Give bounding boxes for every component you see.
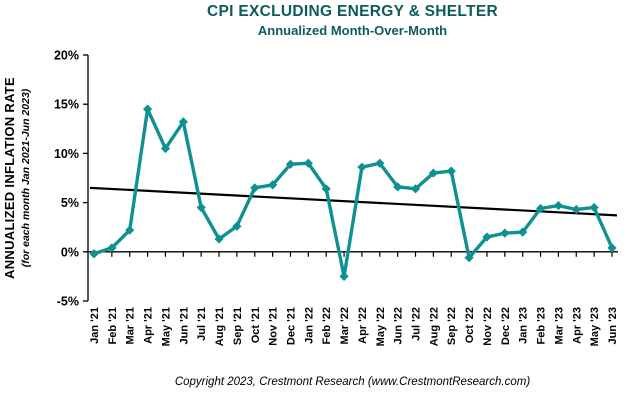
data-point — [89, 249, 99, 259]
data-point — [160, 143, 171, 154]
x-axis-label: Sep '22 — [446, 307, 458, 345]
x-axis-label: Feb '23 — [536, 307, 548, 344]
x-axis-label: Mar '23 — [553, 307, 565, 344]
data-point — [214, 234, 224, 244]
data-point — [589, 202, 599, 213]
x-axis-label: Apr '23 — [571, 307, 583, 344]
data-point — [303, 158, 313, 168]
x-axis-label: Feb '22 — [321, 307, 333, 344]
y-axis-tick-label: 0% — [61, 245, 79, 259]
data-point — [500, 228, 510, 238]
data-point — [571, 204, 581, 215]
data-point — [285, 159, 296, 169]
x-axis-label: May '23 — [589, 307, 601, 346]
x-axis-label: Jun '21 — [178, 307, 190, 344]
data-point — [375, 158, 385, 168]
data-point — [535, 203, 546, 214]
chart-header: CPI EXCLUDING ENERGY & SHELTER Annualize… — [75, 3, 630, 38]
x-axis-label: Oct '22 — [464, 307, 476, 343]
x-axis-label: Sep '21 — [232, 307, 244, 345]
data-point — [428, 168, 438, 178]
data-point — [410, 184, 421, 194]
line-series — [92, 107, 614, 279]
copyright-text: Copyright 2023, Crestmont Research (www.… — [174, 376, 531, 388]
y-axis-tick-label: 5% — [61, 196, 79, 210]
y-axis-title: ANNUALIZED INFLATION RATE — [2, 77, 17, 279]
data-point — [339, 271, 349, 281]
data-point — [268, 180, 278, 190]
x-axis-label: Nov '22 — [482, 307, 494, 346]
data-point — [107, 243, 117, 253]
data-point — [321, 184, 331, 194]
y-axis-tick-label: 15% — [54, 98, 79, 112]
data-point — [232, 221, 242, 231]
chart-svg: ANNUALIZED INFLATION RATE (for each mont… — [2, 49, 619, 347]
y-axis-tick-label: -5% — [57, 295, 79, 309]
x-axis-label: Dec '21 — [285, 307, 297, 345]
data-point — [446, 166, 456, 176]
x-axis-label: Jan '23 — [518, 307, 530, 344]
data-point — [178, 117, 188, 127]
data-point — [518, 227, 528, 237]
x-axis-label: Jun '22 — [393, 307, 405, 344]
x-axis-label: Nov '21 — [268, 307, 280, 346]
data-point — [357, 162, 367, 172]
data-point — [142, 104, 153, 114]
x-axis-label: Jan '21 — [89, 307, 101, 344]
x-axis-label: Aug '21 — [214, 307, 226, 346]
x-axis-label: May '21 — [160, 307, 172, 346]
x-axis-label: Apr '22 — [357, 307, 369, 344]
trend-line — [89, 186, 618, 217]
x-axis-label: Mar '22 — [339, 307, 351, 344]
y-axis-tick-label: 10% — [54, 147, 79, 161]
data-point — [196, 202, 206, 213]
x-axis-label: Jul '21 — [196, 307, 208, 341]
data-point — [482, 232, 492, 242]
x-axis-label: May '22 — [375, 307, 387, 346]
data-point — [607, 243, 617, 253]
x-axis-label: Mar '21 — [125, 307, 137, 344]
x-axis-label: Jul '22 — [411, 307, 423, 341]
x-axis-label: Dec '22 — [500, 307, 512, 345]
y-axis-subtitle: (for each month Jan 2021-Jun 2023) — [20, 88, 32, 267]
x-axis-label: Apr '21 — [143, 307, 155, 344]
x-axis-label: Jun '23 — [607, 307, 619, 344]
data-point — [553, 200, 564, 211]
data-point — [250, 183, 260, 193]
x-axis-label: Jan '22 — [303, 307, 315, 344]
chart: ANNUALIZED INFLATION RATE (for each mont… — [0, 42, 630, 372]
data-point — [393, 182, 403, 192]
chart-title: CPI EXCLUDING ENERGY & SHELTER — [207, 3, 498, 20]
x-axis-label: Aug '22 — [428, 307, 440, 346]
data-point — [125, 225, 135, 235]
y-axis-tick-label: 20% — [54, 49, 79, 63]
x-axis-label: Oct '21 — [250, 307, 262, 343]
plot-area: -5% 0% 5% 10% 15% 20% Jan '21 Feb '21 Mar '21 Apr… — [54, 49, 619, 347]
x-axis-label: Feb '21 — [107, 307, 119, 344]
chart-subtitle: Annualized Month-Over-Month — [257, 23, 448, 38]
